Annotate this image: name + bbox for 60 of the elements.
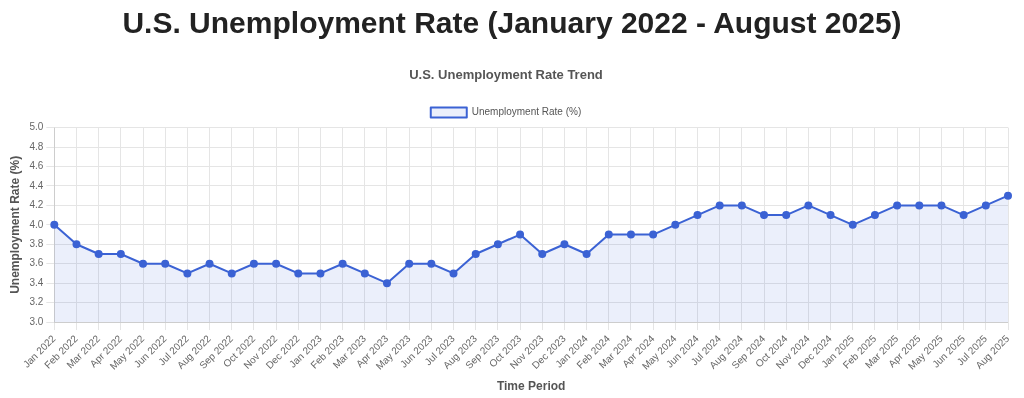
point xyxy=(737,201,746,210)
y-tick-label: 3.2 xyxy=(29,296,44,308)
chart-title: U.S. Unemployment Rate (January 2022 - August 2025) xyxy=(121,5,903,41)
point xyxy=(94,250,103,258)
y-tick-label: 3.0 xyxy=(29,315,44,327)
point xyxy=(360,269,369,278)
point xyxy=(139,259,148,268)
point xyxy=(316,269,325,278)
point xyxy=(604,230,613,239)
point xyxy=(183,269,192,278)
point xyxy=(760,211,769,220)
point xyxy=(1004,191,1012,200)
point xyxy=(405,259,414,268)
point xyxy=(560,240,569,249)
y-tick-label: 4.4 xyxy=(29,179,44,191)
y-tick-label: 3.8 xyxy=(29,238,44,250)
point xyxy=(582,250,591,258)
y-tick-label: 4.6 xyxy=(29,160,44,172)
point xyxy=(826,211,835,220)
point xyxy=(538,250,547,258)
point xyxy=(116,250,125,258)
point xyxy=(981,201,990,210)
point xyxy=(382,279,391,288)
point xyxy=(915,201,924,210)
point xyxy=(72,240,81,249)
point xyxy=(893,201,902,210)
y-axis-title: Unemployment Rate (%) xyxy=(7,155,22,294)
point xyxy=(959,211,968,220)
y-tick-label: 3.6 xyxy=(29,257,44,269)
point xyxy=(649,230,658,239)
point xyxy=(493,240,502,249)
point xyxy=(449,269,458,278)
y-tick-label: 4.8 xyxy=(29,140,44,152)
chart-subtitle: U.S. Unemployment Rate Trend xyxy=(409,67,603,83)
y-tick-label: 3.4 xyxy=(29,276,44,288)
point xyxy=(161,259,170,268)
y-tick-label: 4.0 xyxy=(29,218,44,230)
point xyxy=(471,250,480,258)
point xyxy=(715,201,724,210)
point xyxy=(671,220,680,229)
y-tick-label: 5.0 xyxy=(29,121,44,133)
point xyxy=(205,259,214,268)
legend-label: Unemployment Rate (%) xyxy=(471,106,582,118)
point xyxy=(937,201,946,210)
point xyxy=(782,211,791,220)
point xyxy=(870,211,879,220)
point xyxy=(272,259,281,268)
point xyxy=(50,220,59,229)
point xyxy=(338,259,347,268)
point xyxy=(294,269,303,278)
point xyxy=(249,259,258,268)
x-axis-title: Time Period xyxy=(496,379,566,394)
point xyxy=(693,211,702,220)
point xyxy=(848,220,857,229)
point xyxy=(227,269,236,278)
y-tick-label: 4.2 xyxy=(29,199,44,211)
point xyxy=(427,259,436,268)
point xyxy=(516,230,525,239)
point xyxy=(804,201,813,210)
point xyxy=(626,230,635,239)
